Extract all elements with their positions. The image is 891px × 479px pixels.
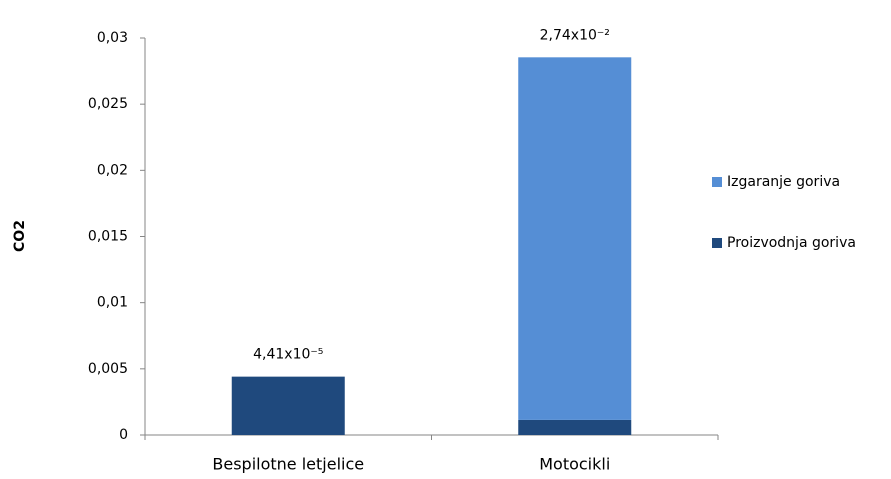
- data-label: 2,74x10⁻²: [540, 27, 610, 43]
- data-label: 4,41x10⁻⁵: [253, 347, 323, 363]
- y-axis-title: CO2: [12, 220, 28, 252]
- legend-label: Izgaranje goriva: [727, 174, 840, 190]
- y-tick-label: 0,03: [97, 30, 128, 46]
- bar-segment: [231, 376, 345, 435]
- x-tick-label: Motocikli: [539, 455, 610, 474]
- y-tick-label: 0,015: [88, 229, 128, 245]
- legend-swatch: [712, 177, 722, 187]
- y-tick-label: 0,025: [88, 96, 128, 112]
- x-tick-label: Bespilotne letjelice: [212, 455, 364, 474]
- legend-label: Proizvodnja goriva: [727, 235, 856, 251]
- y-tick-label: 0,01: [97, 295, 128, 311]
- y-tick-label: 0,005: [88, 361, 128, 377]
- bar-segment: [518, 57, 632, 420]
- y-tick-label: 0: [119, 427, 128, 443]
- y-tick-label: 0,02: [97, 162, 128, 178]
- legend-swatch: [712, 238, 722, 248]
- bar-segment: [518, 419, 632, 435]
